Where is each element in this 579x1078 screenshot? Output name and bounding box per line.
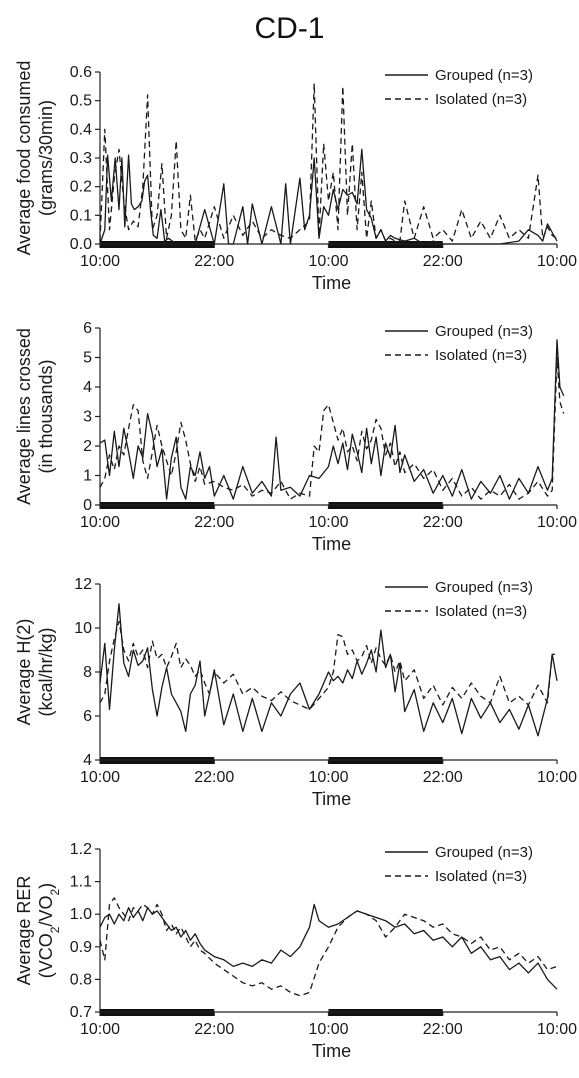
legend-label-grouped: Grouped (n=3): [435, 67, 533, 84]
x-tick-label: 22:00: [423, 514, 463, 531]
y-tick-label: 0.7: [70, 1004, 92, 1021]
y-tick-label: 3: [83, 409, 92, 426]
x-tick-label: 10:00: [537, 514, 577, 531]
y-tick-label: 10: [74, 620, 92, 637]
series-line-isolated: [99, 620, 557, 711]
series-line-grouped: [99, 339, 565, 500]
x-tick-label: 22:00: [423, 769, 463, 786]
chart-panel-4: 0.7 0.8 0.9 1.0 1.1 1.2 10:00 22:00 10:00 22:00 10…: [14, 841, 577, 1061]
legend-label-grouped: Grouped (n=3): [435, 323, 533, 340]
x-axis-label: Time: [312, 1041, 351, 1061]
y-tick-label: 5: [83, 350, 92, 367]
x-tick-label: 10:00: [537, 253, 577, 270]
legend-label-grouped: Grouped (n=3): [435, 579, 533, 596]
x-tick-label: 22:00: [194, 1021, 234, 1038]
y-tick-label: 4: [83, 379, 92, 396]
x-tick-label: 22:00: [423, 253, 463, 270]
x-tick-label: 10:00: [80, 769, 120, 786]
legend-label-grouped: Grouped (n=3): [435, 844, 533, 861]
y-axis-label-units: (VCO2/VO2): [36, 883, 62, 978]
y-tick-label: 6: [83, 320, 92, 337]
x-tick-label: 10:00: [308, 1021, 348, 1038]
y-tick-label: 4: [83, 752, 92, 769]
y-tick-label: 0.4: [70, 121, 92, 138]
legend-label-isolated: Isolated (n=3): [435, 91, 527, 108]
y-tick-label: 0.6: [70, 64, 92, 81]
series-line-grouped: [99, 603, 558, 737]
x-axis-label: Time: [312, 273, 351, 293]
y-tick-label: 1.0: [70, 906, 92, 923]
series-line-isolated: [99, 82, 558, 242]
y-tick-label: 0: [83, 497, 92, 514]
series-line-isolated: [99, 897, 558, 997]
y-axis-label: Average food consumed: [14, 61, 34, 256]
y-axis-label: Average H(2): [14, 619, 34, 726]
x-tick-label: 22:00: [194, 514, 234, 531]
y-axis-label-units: (kcal/hr/kg): [36, 627, 56, 716]
y-tick-label: 2: [83, 438, 92, 455]
y-tick-label: 0.3: [70, 150, 92, 167]
x-tick-label: 22:00: [194, 253, 234, 270]
y-tick-label: 1.2: [70, 841, 92, 858]
series-line-grouped: [99, 148, 558, 245]
y-axis-label: Average RER: [14, 876, 34, 986]
x-tick-label: 10:00: [537, 769, 577, 786]
x-tick-label: 22:00: [423, 1021, 463, 1038]
y-axis-label: Average lines crossed: [14, 328, 34, 505]
y-tick-label: 0.1: [70, 207, 92, 224]
y-tick-label: 0.9: [70, 939, 92, 956]
figure-title: CD-1: [254, 12, 325, 45]
x-tick-label: 10:00: [537, 1021, 577, 1038]
series-line-isolated: [99, 356, 565, 500]
legend-label-isolated: Isolated (n=3): [435, 347, 527, 364]
y-tick-label: 0.8: [70, 971, 92, 988]
chart-panel-1: 0.0 0.1 0.2 0.3 0.4 0.5 0.6 10:00 22:00 10:00 22:0…: [14, 61, 577, 293]
y-tick-label: 0.0: [70, 236, 92, 253]
x-axis-label: Time: [312, 789, 351, 809]
legend-label-isolated: Isolated (n=3): [435, 868, 527, 885]
y-tick-label: 1: [83, 468, 92, 485]
x-tick-label: 10:00: [80, 1021, 120, 1038]
chart-panel-3: 4 6 8 10 12 10:00 22:00 10:00 22:00 10:00 Time Aver…: [14, 576, 577, 809]
y-tick-label: 12: [74, 576, 92, 593]
y-axis-label-units: (grams/30min): [36, 100, 56, 216]
y-tick-label: 1.1: [70, 874, 92, 891]
x-axis-label: Time: [312, 534, 351, 554]
y-tick-label: 0.2: [70, 179, 92, 196]
x-tick-label: 10:00: [308, 514, 348, 531]
x-tick-label: 10:00: [80, 514, 120, 531]
y-tick-label: 0.5: [70, 93, 92, 110]
x-tick-label: 10:00: [80, 253, 120, 270]
x-tick-label: 22:00: [194, 769, 234, 786]
y-tick-label: 6: [83, 708, 92, 725]
legend-label-isolated: Isolated (n=3): [435, 603, 527, 620]
x-tick-label: 10:00: [308, 769, 348, 786]
chart-panel-2: 0 1 2 3 4 5 6 10:00 22:00 10:00 22:00 10:00 Time Aver…: [14, 320, 577, 554]
x-tick-label: 10:00: [308, 253, 348, 270]
y-tick-label: 8: [83, 664, 92, 681]
y-axis-label-units: (in thousands): [36, 359, 56, 473]
